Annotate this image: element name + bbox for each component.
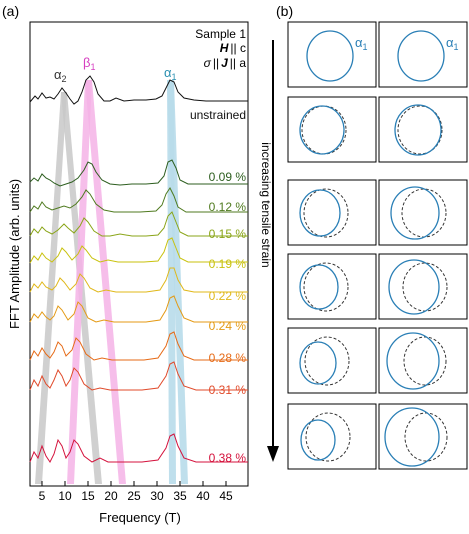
contour-dashed: [305, 412, 351, 462]
contour-solid: [299, 189, 341, 237]
alpha1-contour-label: α1: [446, 35, 459, 52]
trace-0-28: [29, 331, 248, 361]
contour-solid: [300, 419, 336, 461]
contour-solid: [390, 186, 440, 240]
contour-solid: [299, 105, 345, 155]
x-tick-label: 20: [104, 489, 118, 503]
trace-unstrained: [29, 75, 248, 105]
contour-box: [378, 179, 468, 246]
contour-box: [378, 327, 468, 394]
strain-arrow-head: [267, 446, 279, 462]
contour-dashed: [404, 412, 448, 462]
trace-label-0-28: 0.28 %: [209, 351, 247, 365]
x-tick-label: 15: [81, 489, 95, 503]
trace-label-0-09: 0.09 %: [209, 170, 247, 184]
beta1-peak-label: β1: [83, 55, 96, 72]
contour-dashed: [304, 336, 350, 386]
alpha1-peak-label: α1: [164, 65, 177, 82]
contour-solid: [386, 332, 440, 390]
trace-label-0-31: 0.31 %: [209, 383, 247, 397]
trace-0-31: [29, 361, 248, 391]
alpha2-peak-label: α2: [54, 67, 67, 84]
sample-name: Sample 1: [195, 27, 246, 41]
contour-solid: [299, 264, 339, 310]
contour-solid: [299, 341, 337, 385]
contour-dashed: [303, 188, 349, 238]
contour-solid: [388, 259, 440, 315]
trace-label-0-19: 0.19 %: [209, 257, 247, 271]
trace-label-0-15: 0.15 %: [209, 227, 247, 241]
contour-solid: [397, 30, 445, 82]
y-axis-title: FFT Amplitude (arb. units): [7, 179, 22, 329]
panel-b-label: (b): [276, 3, 293, 19]
contour-solid: [394, 104, 442, 156]
contour-box: [287, 179, 377, 246]
trace-labels: unstrained 0.09 % 0.12 % 0.15 % 0.19 % 0…: [190, 108, 246, 465]
x-tick-label: 45: [219, 489, 233, 503]
trace-label-0-12: 0.12 %: [209, 200, 247, 214]
strain-label: increasing tensile strain: [259, 142, 273, 267]
trace-0-15: [29, 211, 248, 237]
plot-a-frame: [29, 21, 249, 487]
trace-label-0-24: 0.24 %: [209, 319, 247, 333]
peak-bands: [35, 80, 188, 484]
contour-box: [378, 21, 468, 88]
contour-box: [378, 96, 468, 163]
x-tick-label: 35: [173, 489, 187, 503]
trace-0-09: [29, 159, 248, 187]
contour-dashed: [402, 262, 448, 312]
trace-label-0-38: 0.38 %: [209, 451, 247, 465]
trace-0-22: [29, 267, 248, 293]
trace-0-19: [29, 237, 248, 264]
contour-box: [287, 403, 377, 470]
contour-box: [287, 253, 377, 320]
trace-0-24: [29, 295, 248, 323]
spectra: [29, 75, 248, 463]
trace-0-12: [29, 187, 248, 213]
beta1-track-left: [67, 80, 92, 484]
x-tick-label: 25: [127, 489, 141, 503]
x-tick-label: 5: [39, 489, 46, 503]
beta1-track-right: [85, 80, 126, 484]
x-tick-label: 30: [150, 489, 164, 503]
contour-box: [378, 403, 468, 470]
sample-legend: Sample 1 H || c σ || J || a: [195, 27, 246, 70]
x-axis-title: Frequency (T): [99, 510, 181, 525]
contour-box: [287, 96, 377, 163]
contour-solid: [306, 30, 354, 82]
current-orientation: σ || J || a: [204, 56, 247, 70]
x-tick-label: 40: [196, 489, 210, 503]
contour-grid: α1 α1: [287, 21, 468, 470]
x-tick-label: 10: [58, 489, 72, 503]
field-orientation: H || c: [220, 41, 246, 55]
trace-label-unstrained: unstrained: [190, 108, 246, 122]
alpha1-contour-label: α1: [355, 35, 368, 52]
contour-box: [378, 253, 468, 320]
panel-a-label: (a): [2, 3, 19, 19]
contour-dashed: [403, 336, 447, 386]
trace-0-38: [29, 433, 248, 463]
alpha2-track-left: [35, 92, 67, 484]
contour-dashed: [303, 262, 349, 312]
strain-arrow: increasing tensile strain: [259, 40, 279, 462]
contour-dashed: [397, 105, 443, 155]
contour-box: [287, 327, 377, 394]
trace-label-0-22: 0.22 %: [209, 289, 247, 303]
x-axis: 5 10 15 20 25 30 35 40 45 Frequency (T): [39, 481, 233, 525]
contour-dashed: [301, 105, 347, 155]
contour-solid: [384, 407, 440, 467]
contour-box: [287, 21, 377, 88]
